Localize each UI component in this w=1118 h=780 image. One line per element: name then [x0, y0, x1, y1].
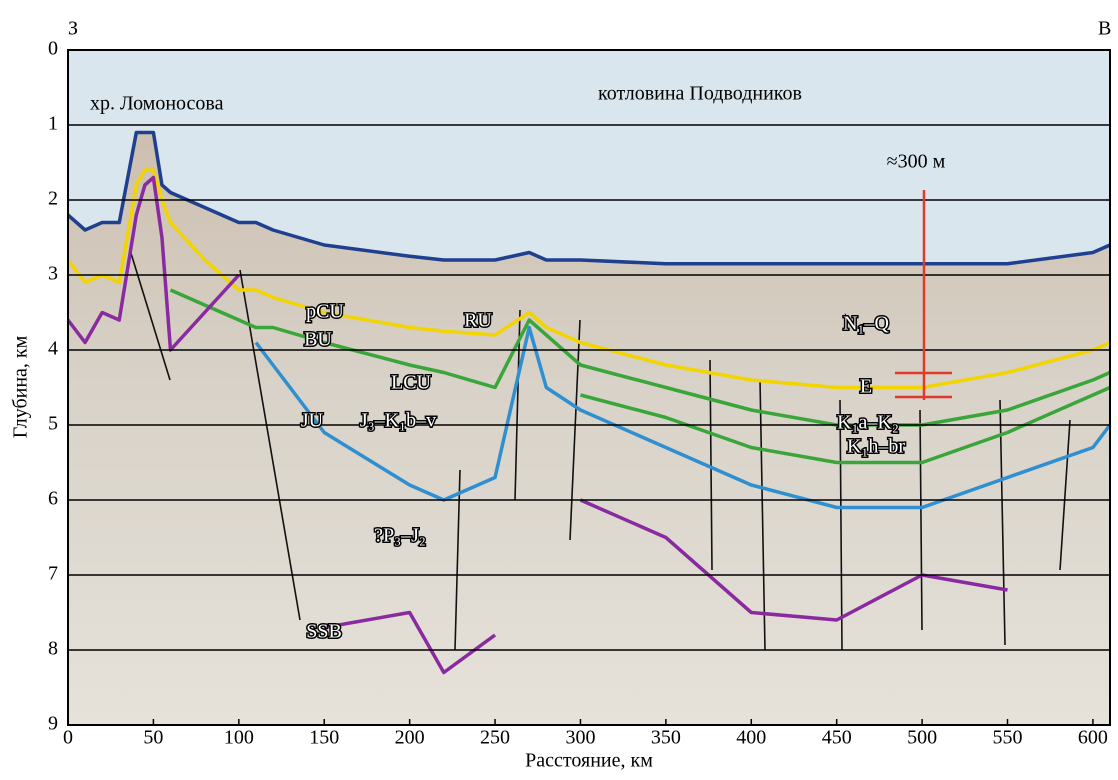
- annotation: J₃–K₁b–v: [360, 410, 436, 432]
- x-tick-label: 300: [565, 727, 595, 749]
- horizon-line: [66, 168, 1111, 390]
- x-axis-title: Расстояние, км: [525, 750, 653, 772]
- annotation: ≈300 м: [887, 151, 946, 173]
- horizon-line: [66, 175, 1008, 675]
- annotation: JU: [301, 410, 324, 432]
- y-tick-label: 2: [48, 188, 58, 210]
- annotation: RU: [464, 310, 492, 332]
- x-tick-label: 600: [1078, 727, 1108, 749]
- x-tick-label: 0: [63, 727, 73, 749]
- y-tick-label: 7: [48, 563, 58, 585]
- x-tick-label: 400: [736, 727, 766, 749]
- corner-label: В: [1098, 18, 1111, 40]
- annotation: хр. Ломоносова: [90, 93, 224, 115]
- y-tick-label: 0: [48, 38, 58, 60]
- annotation: K₁a–K₂: [837, 412, 899, 434]
- annotation: K₁h–br: [847, 436, 905, 458]
- y-axis-title: Глубина, км: [10, 335, 32, 438]
- x-tick-label: 200: [395, 727, 425, 749]
- annotation: SSB: [306, 621, 342, 643]
- annotation: BU: [304, 329, 332, 351]
- y-tick-label: 6: [48, 488, 58, 510]
- horizon-line: [580, 385, 1111, 465]
- x-tick-label: 350: [651, 727, 681, 749]
- y-tick-label: 4: [48, 338, 58, 360]
- y-tick-label: 5: [48, 413, 58, 435]
- annotation: pCU: [306, 301, 344, 323]
- sea-area: [68, 50, 1110, 264]
- y-tick-label: 1: [48, 113, 58, 135]
- plot-frame: [67, 49, 1111, 726]
- x-tick-label: 150: [309, 727, 339, 749]
- annotation: N₁–Q: [843, 313, 889, 335]
- x-tick-label: 450: [822, 727, 852, 749]
- x-tick-label: 100: [224, 727, 254, 749]
- annotation: ?P₃–J₂: [374, 525, 426, 547]
- y-tick-label: 3: [48, 263, 58, 285]
- horizon-line: [254, 325, 1112, 510]
- corner-label: З: [68, 18, 78, 40]
- x-tick-label: 50: [143, 727, 163, 749]
- x-tick-label: 250: [480, 727, 510, 749]
- x-tick-label: 500: [907, 727, 937, 749]
- annotation: E: [860, 376, 872, 398]
- y-tick-label: 9: [48, 713, 58, 735]
- x-tick-label: 550: [993, 727, 1023, 749]
- y-tick-label: 8: [48, 638, 58, 660]
- annotation: LCU: [391, 372, 432, 394]
- horizon-line: [66, 130, 1111, 266]
- annotation: котловина Подводников: [598, 83, 802, 105]
- faults: [129, 249, 1071, 651]
